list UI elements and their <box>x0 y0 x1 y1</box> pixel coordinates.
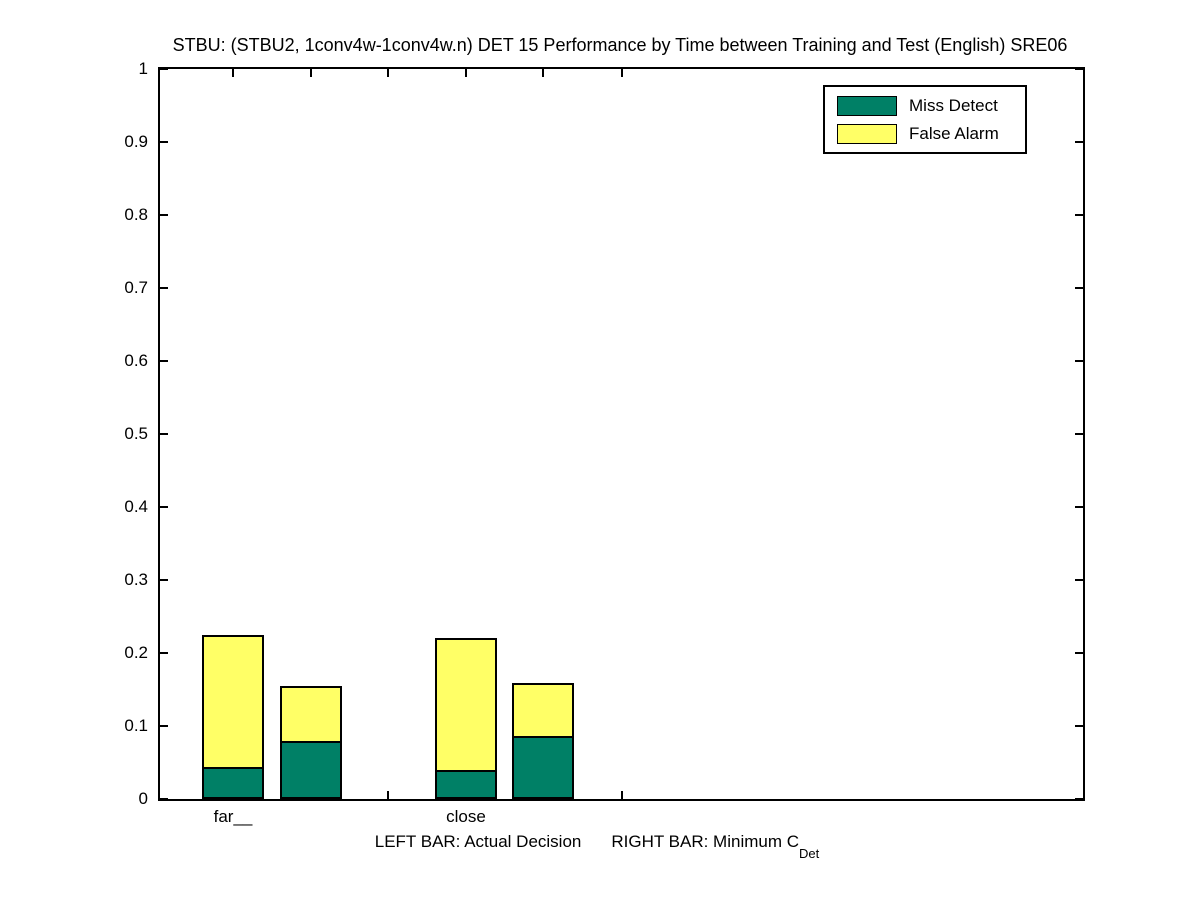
y-axis-tick-label: 0.3 <box>124 570 148 589</box>
y-axis-tick <box>1075 287 1083 289</box>
y-axis-tick <box>1075 141 1083 143</box>
y-axis-tick <box>160 798 168 800</box>
y-axis-tick <box>1075 214 1083 216</box>
caption-subscript: Det <box>799 846 820 862</box>
x-axis-top-tick <box>232 69 234 77</box>
x-axis-top-tick <box>310 69 312 77</box>
y-axis-tick <box>160 725 168 727</box>
x-axis-bottom-tick <box>621 791 623 799</box>
y-axis-tick <box>160 433 168 435</box>
bar-segment-false-alarm <box>512 683 574 738</box>
y-axis-tick-label: 0.6 <box>124 351 148 370</box>
caption-right-bar: RIGHT BAR: Minimum CDet <box>611 832 820 862</box>
y-axis-tick <box>160 214 168 216</box>
bar-segment-miss-detect <box>435 770 497 799</box>
y-axis-tick-label: 0.5 <box>124 424 148 443</box>
bar-segment-miss-detect <box>512 736 574 799</box>
legend-item-miss-detect: Miss Detect <box>837 95 1019 117</box>
x-axis-tick-label: close <box>446 807 486 826</box>
y-axis-tick-label: 1 <box>138 59 148 78</box>
y-axis-tick <box>1075 798 1083 800</box>
y-axis-tick <box>160 652 168 654</box>
miss-detect-swatch <box>837 96 897 116</box>
y-axis-tick <box>1075 506 1083 508</box>
y-axis-tick-label: 0.8 <box>124 205 148 224</box>
y-axis-tick <box>1075 433 1083 435</box>
caption-left-bar: LEFT BAR: Actual Decision <box>374 832 582 851</box>
legend-label: False Alarm <box>909 124 999 143</box>
legend: Miss Detect False Alarm <box>823 85 1027 154</box>
bar-segment-false-alarm <box>202 635 264 769</box>
y-axis-tick-label: 0 <box>138 789 148 808</box>
bar-segment-false-alarm <box>435 638 497 772</box>
y-axis-tick <box>1075 360 1083 362</box>
y-axis-tick <box>1075 579 1083 581</box>
y-axis-tick-label: 0.1 <box>124 716 148 735</box>
y-axis-tick <box>160 579 168 581</box>
y-axis-tick-label: 0.9 <box>124 132 148 151</box>
bar-segment-miss-detect <box>280 741 342 799</box>
plot-area <box>158 67 1085 801</box>
x-axis-top-tick <box>621 69 623 77</box>
legend-label: Miss Detect <box>909 96 998 115</box>
y-axis-tick <box>160 68 168 70</box>
y-axis-tick-label: 0.2 <box>124 643 148 662</box>
y-axis-tick <box>1075 725 1083 727</box>
false-alarm-swatch <box>837 124 897 144</box>
x-axis-bottom-tick <box>387 791 389 799</box>
x-axis-top-tick <box>465 69 467 77</box>
bar-segment-false-alarm <box>280 686 342 743</box>
y-axis-tick <box>160 360 168 362</box>
y-axis-tick <box>1075 652 1083 654</box>
y-axis-tick <box>1075 68 1083 70</box>
legend-item-false-alarm: False Alarm <box>837 123 1019 145</box>
y-axis-tick <box>160 287 168 289</box>
y-axis-tick-label: 0.7 <box>124 278 148 297</box>
y-axis-tick-label: 0.4 <box>124 497 148 516</box>
x-axis-top-tick <box>387 69 389 77</box>
x-axis-top-tick <box>542 69 544 77</box>
bar-segment-miss-detect <box>202 767 264 799</box>
axis-caption: LEFT BAR: Actual Decision RIGHT BAR: Min… <box>374 832 820 862</box>
chart-title: STBU: (STBU2, 1conv4w-1conv4w.n) DET 15 … <box>172 35 1068 55</box>
x-axis-tick-label: far__ <box>213 807 253 826</box>
y-axis-tick <box>160 506 168 508</box>
y-axis-tick <box>160 141 168 143</box>
